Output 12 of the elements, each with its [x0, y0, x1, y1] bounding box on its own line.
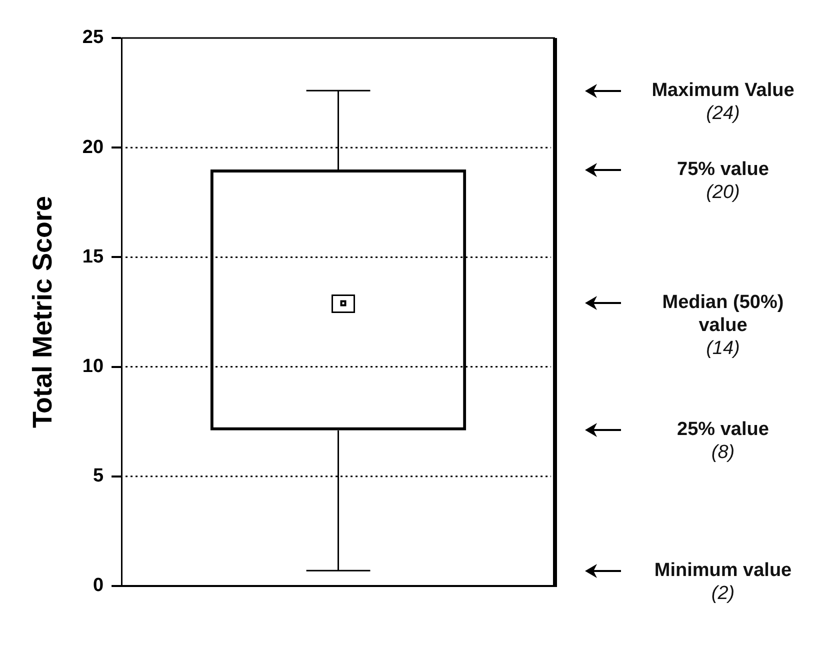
y-tick-label: 5: [92, 466, 104, 487]
y-axis-title: Total Metric Score: [28, 196, 58, 428]
text: Maximum Value (24): [650, 78, 796, 125]
y-tick-label: 25: [82, 27, 104, 48]
text: Median (50%) value (14): [661, 291, 785, 360]
y-tick-label: 20: [82, 136, 104, 158]
y-tick-label: 0: [92, 575, 104, 596]
y-tick-label: 10: [82, 356, 104, 378]
text: Minimum value (2): [653, 558, 793, 605]
text: 75% value (20): [676, 158, 770, 204]
y-tick-label: 15: [82, 246, 104, 268]
text: 25% value (8): [676, 418, 770, 464]
